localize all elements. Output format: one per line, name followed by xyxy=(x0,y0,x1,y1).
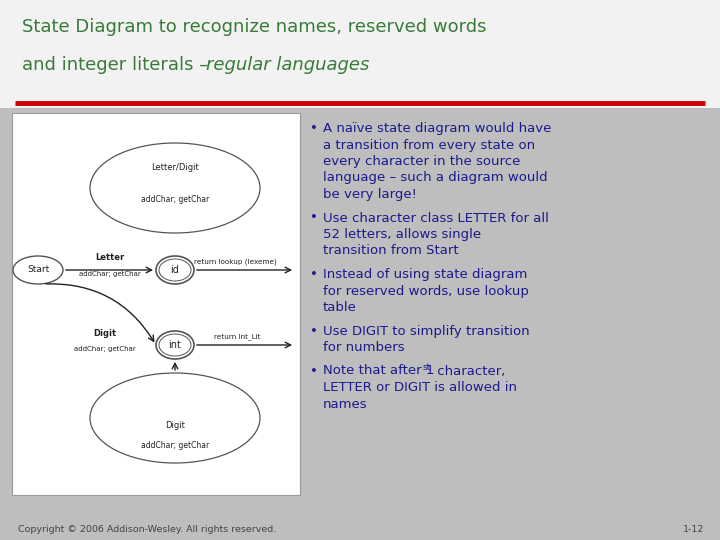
Text: return lookup (lexeme): return lookup (lexeme) xyxy=(194,259,276,265)
Text: •: • xyxy=(310,268,318,281)
Text: st: st xyxy=(423,362,431,372)
Text: addChar; getChar: addChar; getChar xyxy=(141,442,209,450)
Text: 1-12: 1-12 xyxy=(683,525,704,535)
Ellipse shape xyxy=(13,256,63,284)
Text: Copyright © 2006 Addison-Wesley. All rights reserved.: Copyright © 2006 Addison-Wesley. All rig… xyxy=(18,525,276,535)
Text: names: names xyxy=(323,397,368,410)
Text: transition from Start: transition from Start xyxy=(323,245,459,258)
Text: for reserved words, use lookup: for reserved words, use lookup xyxy=(323,285,529,298)
Text: Use character class LETTER for all: Use character class LETTER for all xyxy=(323,212,549,225)
Text: Instead of using state diagram: Instead of using state diagram xyxy=(323,268,527,281)
Text: for numbers: for numbers xyxy=(323,341,405,354)
Text: 52 letters, allows single: 52 letters, allows single xyxy=(323,228,481,241)
Text: id: id xyxy=(171,265,179,275)
Text: •: • xyxy=(310,212,318,225)
Text: Use DIGIT to simplify transition: Use DIGIT to simplify transition xyxy=(323,325,530,338)
Ellipse shape xyxy=(90,373,260,463)
Text: Digit: Digit xyxy=(94,328,117,338)
Ellipse shape xyxy=(156,256,194,284)
FancyBboxPatch shape xyxy=(12,113,300,495)
Text: Note that after 1: Note that after 1 xyxy=(323,364,434,377)
Text: A naïve state diagram would have: A naïve state diagram would have xyxy=(323,122,552,135)
Text: be very large!: be very large! xyxy=(323,188,417,201)
Text: addChar; getChar: addChar; getChar xyxy=(141,195,209,205)
Text: Letter/Digit: Letter/Digit xyxy=(151,164,199,172)
Text: character,: character, xyxy=(433,364,505,377)
Ellipse shape xyxy=(90,143,260,233)
Text: regular languages: regular languages xyxy=(206,56,369,74)
Text: and integer literals –: and integer literals – xyxy=(22,56,214,74)
Text: •: • xyxy=(310,364,318,377)
Text: •: • xyxy=(310,122,318,135)
Text: Digit: Digit xyxy=(165,422,185,430)
Text: Letter: Letter xyxy=(95,253,124,262)
Text: language – such a diagram would: language – such a diagram would xyxy=(323,172,548,185)
Text: int: int xyxy=(168,340,181,350)
Text: return Int_Lit: return Int_Lit xyxy=(214,334,260,340)
Text: •: • xyxy=(310,325,318,338)
FancyBboxPatch shape xyxy=(0,0,720,108)
Text: addChar; getChar: addChar; getChar xyxy=(74,346,136,352)
Text: every character in the source: every character in the source xyxy=(323,155,521,168)
Text: table: table xyxy=(323,301,357,314)
Text: Start: Start xyxy=(27,266,49,274)
Text: State Diagram to recognize names, reserved words: State Diagram to recognize names, reserv… xyxy=(22,18,487,36)
Ellipse shape xyxy=(156,331,194,359)
Text: a transition from every state on: a transition from every state on xyxy=(323,138,535,152)
Text: addChar; getChar: addChar; getChar xyxy=(78,271,140,277)
Text: LETTER or DIGIT is allowed in: LETTER or DIGIT is allowed in xyxy=(323,381,517,394)
